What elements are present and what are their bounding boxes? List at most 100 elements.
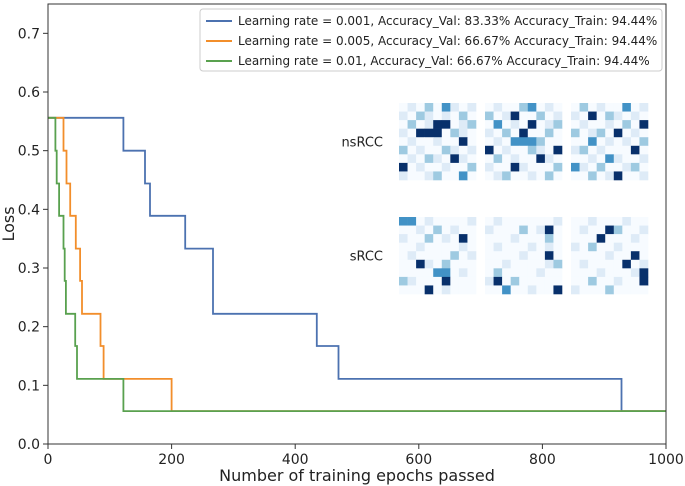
matrix-cell	[493, 154, 503, 164]
matrix-cell	[553, 268, 563, 278]
matrix-cell	[639, 276, 649, 286]
matrix-cell	[485, 154, 494, 164]
matrix-cell	[441, 120, 451, 129]
matrix-cell	[441, 111, 451, 121]
matrix-cell	[458, 111, 468, 121]
matrix-cell	[424, 217, 434, 226]
matrix-cell	[399, 259, 408, 269]
axes	[47, 3, 667, 445]
matrix-cell	[605, 276, 615, 286]
matrix-cell	[485, 128, 494, 138]
matrix-cell	[416, 242, 425, 252]
matrix-cell	[502, 111, 511, 121]
matrix-cell	[407, 137, 417, 147]
matrix-cell	[493, 103, 503, 112]
matrix-cell	[399, 137, 408, 147]
matrix-cell	[416, 268, 425, 278]
matrix-cell	[553, 234, 563, 243]
matrix-cell	[510, 251, 520, 261]
matrix-cell	[441, 137, 451, 147]
matrix-cell	[407, 225, 417, 235]
matrix-cell	[527, 225, 537, 235]
matrix-cell	[450, 268, 460, 278]
inset-matrix	[571, 103, 649, 181]
matrix-cell	[493, 145, 503, 155]
matrix-cell	[613, 268, 623, 278]
matrix-cell	[424, 111, 434, 121]
matrix-cell	[596, 111, 606, 121]
matrix-cell	[485, 217, 494, 226]
matrix-cell	[399, 171, 408, 181]
matrix-cell	[613, 162, 623, 172]
matrix-cell	[613, 285, 623, 295]
matrix-cell	[399, 145, 408, 155]
matrix-cell	[458, 276, 468, 286]
matrix-cell	[458, 171, 468, 181]
matrix-cell	[424, 276, 434, 286]
matrix-cell	[613, 251, 623, 261]
matrix-cell	[527, 145, 537, 155]
matrix-cell	[588, 217, 597, 226]
matrix-cell	[544, 137, 554, 147]
matrix-cell	[571, 217, 580, 226]
matrix-cell	[441, 145, 451, 155]
matrix-cell	[519, 103, 529, 112]
matrix-cell	[613, 259, 623, 269]
matrix-cell	[596, 103, 606, 112]
matrix-cell	[579, 145, 589, 155]
matrix-cell	[544, 162, 554, 172]
matrix-cell	[588, 285, 597, 295]
matrix-cell	[441, 128, 451, 138]
matrix-cell	[588, 268, 597, 278]
matrix-cell	[579, 259, 589, 269]
matrix-cell	[510, 234, 520, 243]
matrix-cell	[458, 251, 468, 261]
matrix-cell	[510, 268, 520, 278]
matrix-cell	[450, 120, 460, 129]
matrix-cell	[622, 285, 632, 295]
x-tick-label: 600	[405, 452, 432, 468]
matrix-cell	[605, 162, 615, 172]
matrix-cell	[510, 162, 520, 172]
matrix-cell	[536, 103, 546, 112]
matrix-cell	[493, 171, 503, 181]
matrix-cell	[433, 145, 443, 155]
matrix-cell	[450, 137, 460, 147]
matrix-cell	[588, 234, 597, 243]
matrix-cell	[527, 217, 537, 226]
matrix-cell	[544, 171, 554, 181]
inset-matrix	[485, 217, 563, 295]
matrix-cell	[579, 225, 589, 235]
matrix-cell	[588, 154, 597, 164]
matrix-cell	[407, 128, 417, 138]
matrix-cell	[596, 251, 606, 261]
matrix-cell	[450, 103, 460, 112]
matrix-cell	[553, 120, 563, 129]
matrix-cell	[536, 225, 546, 235]
matrix-cell	[510, 145, 520, 155]
matrix-cell	[433, 259, 443, 269]
matrix-cell	[527, 242, 537, 252]
matrix-cell	[630, 111, 640, 121]
matrix-cell	[416, 234, 425, 243]
matrix-cell	[407, 162, 417, 172]
matrix-cell	[399, 234, 408, 243]
matrix-cell	[622, 225, 632, 235]
matrix-cell	[502, 145, 511, 155]
matrix-cell	[510, 103, 520, 112]
matrix-cell	[544, 154, 554, 164]
matrix-cell	[553, 225, 563, 235]
matrix-cell	[502, 259, 511, 269]
matrix-cell	[588, 276, 597, 286]
matrix-cell	[613, 154, 623, 164]
matrix-cell	[407, 259, 417, 269]
matrix-cell	[467, 171, 477, 181]
matrix-cell	[433, 162, 443, 172]
matrix-cell	[630, 285, 640, 295]
matrix-cell	[544, 242, 554, 252]
matrix-cell	[527, 251, 537, 261]
matrix-cell	[588, 128, 597, 138]
matrix-cell	[424, 242, 434, 252]
matrix-cell	[510, 111, 520, 121]
matrix-cell	[630, 259, 640, 269]
